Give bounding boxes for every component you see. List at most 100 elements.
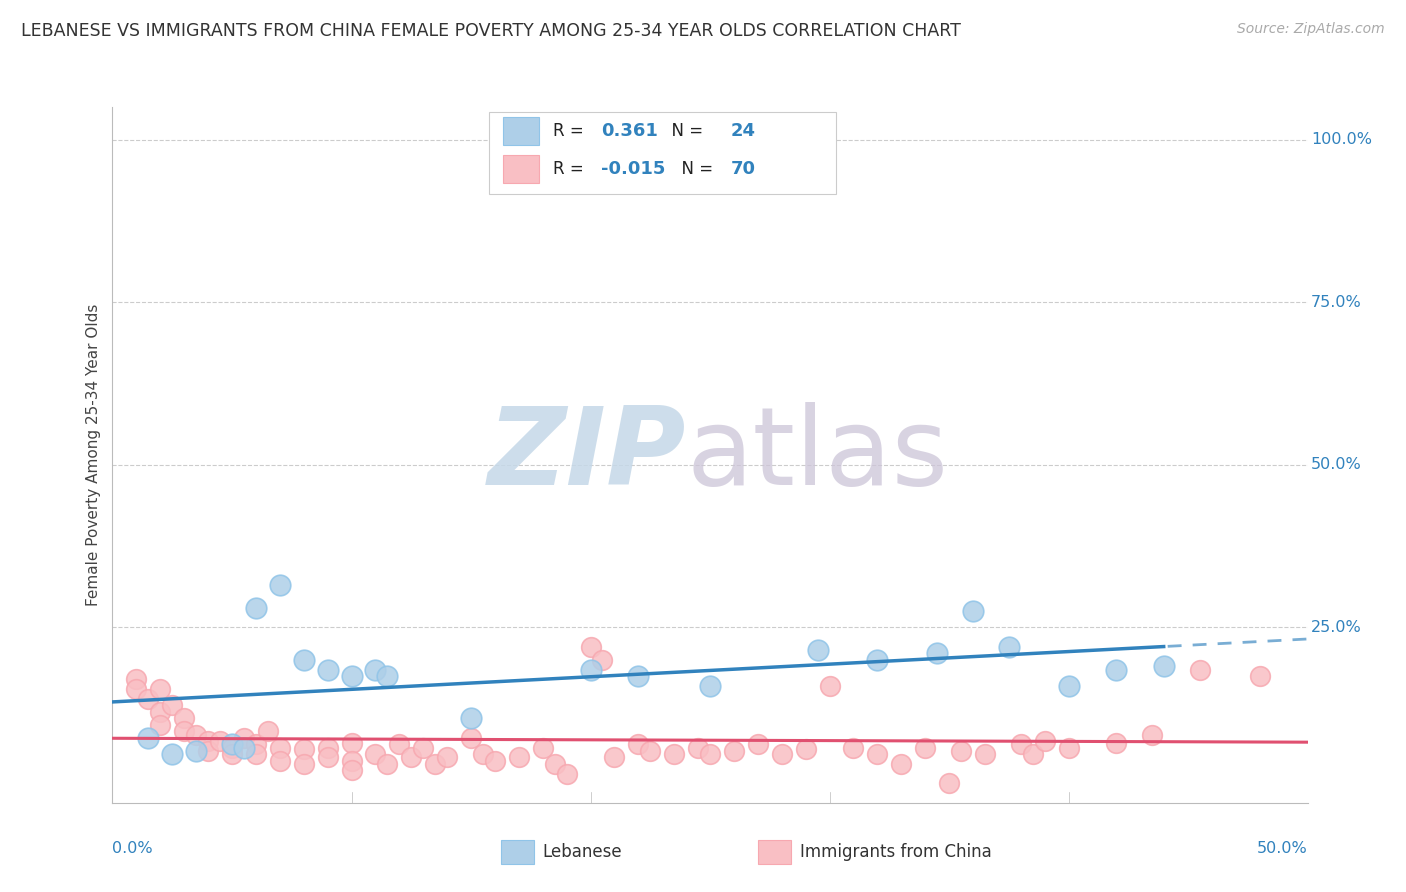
Point <box>914 740 936 755</box>
Point <box>962 604 984 618</box>
Point <box>723 744 745 758</box>
Point <box>425 756 447 771</box>
Point <box>543 756 565 771</box>
Point <box>1021 747 1043 761</box>
Point <box>138 691 160 706</box>
Point <box>340 736 363 750</box>
Point <box>949 744 972 758</box>
Point <box>138 731 160 745</box>
Text: LEBANESE VS IMMIGRANTS FROM CHINA FEMALE POVERTY AMONG 25-34 YEAR OLDS CORRELATI: LEBANESE VS IMMIGRANTS FROM CHINA FEMALE… <box>21 22 960 40</box>
Point <box>292 756 315 771</box>
Point <box>531 740 554 755</box>
Point <box>579 663 602 677</box>
Point <box>925 646 948 660</box>
Text: 0.361: 0.361 <box>602 122 658 140</box>
Point <box>699 679 721 693</box>
Point <box>436 750 458 764</box>
Point <box>699 747 721 761</box>
Point <box>472 747 495 761</box>
Text: 24: 24 <box>730 122 755 140</box>
Point <box>890 756 912 771</box>
Point <box>162 747 183 761</box>
Point <box>221 740 243 755</box>
Point <box>579 640 602 654</box>
Point <box>388 737 411 751</box>
Point <box>292 653 315 667</box>
Point <box>197 744 219 758</box>
Text: Lebanese: Lebanese <box>543 843 623 861</box>
Point <box>1153 659 1175 673</box>
Point <box>364 747 387 761</box>
Point <box>686 740 709 755</box>
Point <box>269 578 291 592</box>
FancyBboxPatch shape <box>489 112 835 194</box>
Text: ZIP: ZIP <box>488 402 686 508</box>
Point <box>603 750 626 764</box>
Point <box>627 737 650 751</box>
Point <box>818 679 841 693</box>
Point <box>401 750 423 764</box>
Point <box>1249 669 1271 683</box>
Point <box>232 740 256 755</box>
Point <box>1189 663 1212 677</box>
Point <box>377 756 399 771</box>
Point <box>807 643 830 657</box>
Point <box>998 640 1021 654</box>
Text: R =: R = <box>554 122 589 140</box>
Text: 25.0%: 25.0% <box>1312 620 1362 635</box>
Point <box>664 747 686 761</box>
Point <box>173 711 195 725</box>
Text: N =: N = <box>671 160 718 178</box>
Text: R =: R = <box>554 160 589 178</box>
Text: Immigrants from China: Immigrants from China <box>800 843 991 861</box>
Point <box>484 754 506 768</box>
Point <box>173 724 195 739</box>
Text: Source: ZipAtlas.com: Source: ZipAtlas.com <box>1237 22 1385 37</box>
FancyBboxPatch shape <box>758 840 792 864</box>
Point <box>460 711 482 725</box>
Point <box>340 754 363 768</box>
Point <box>794 742 817 756</box>
Point <box>257 724 280 739</box>
Point <box>973 747 995 761</box>
Point <box>269 740 291 755</box>
Point <box>221 737 243 751</box>
FancyBboxPatch shape <box>503 118 538 145</box>
Point <box>1140 727 1163 741</box>
Point <box>197 734 219 748</box>
Text: 50.0%: 50.0% <box>1257 841 1308 856</box>
FancyBboxPatch shape <box>501 840 534 864</box>
Text: 100.0%: 100.0% <box>1312 132 1372 147</box>
Point <box>1057 740 1080 755</box>
Text: N =: N = <box>661 122 709 140</box>
Point <box>269 754 291 768</box>
Point <box>340 764 363 778</box>
Point <box>125 672 148 686</box>
Point <box>149 681 172 696</box>
Point <box>866 653 889 667</box>
Point <box>508 750 530 764</box>
Point <box>1010 737 1032 751</box>
Point <box>316 663 339 677</box>
Point <box>245 747 267 761</box>
Point <box>638 744 662 758</box>
Point <box>232 731 256 745</box>
Text: 75.0%: 75.0% <box>1312 294 1362 310</box>
Point <box>1105 663 1128 677</box>
Point <box>149 705 172 719</box>
Point <box>747 737 769 751</box>
Point <box>377 669 399 683</box>
Point <box>186 744 208 758</box>
Point <box>770 747 793 761</box>
Point <box>186 727 208 741</box>
Point <box>1033 734 1056 748</box>
Point <box>208 734 231 748</box>
Point <box>316 750 339 764</box>
Point <box>245 737 267 751</box>
Point <box>125 681 148 696</box>
FancyBboxPatch shape <box>503 155 538 183</box>
Point <box>627 669 650 683</box>
Point <box>292 742 315 756</box>
Point <box>340 669 363 683</box>
Text: -0.015: -0.015 <box>602 160 665 178</box>
